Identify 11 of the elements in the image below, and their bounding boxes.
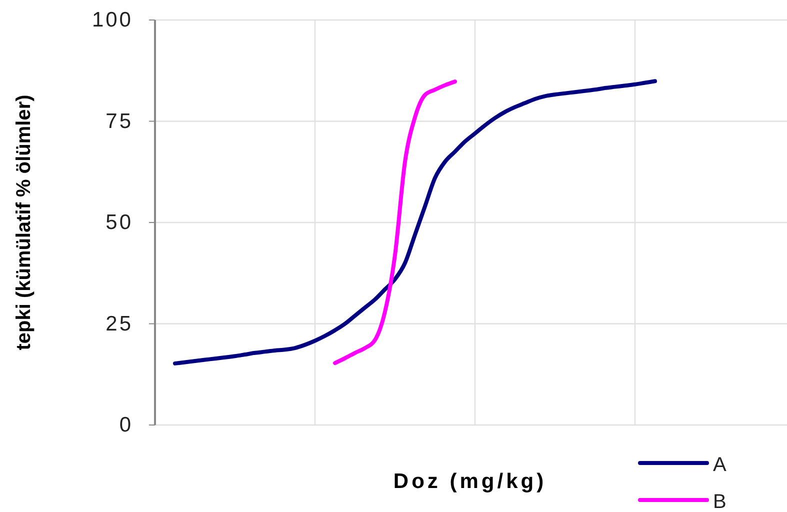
legend-label: A: [713, 454, 727, 476]
y-tick-label: 100: [92, 8, 133, 32]
y-tick-label: 25: [106, 312, 133, 336]
y-axis-title: tepki (kümülatif % ölümler): [13, 94, 35, 350]
line-series: [173, 79, 657, 366]
x-axis-title: Doz (mg/kg): [393, 470, 547, 493]
line-series: [333, 80, 457, 366]
y-tick-label: 0: [119, 414, 133, 437]
legend-label: B: [713, 491, 726, 512]
y-tick-label: 75: [106, 110, 133, 133]
y-tick-label: 50: [106, 211, 133, 234]
